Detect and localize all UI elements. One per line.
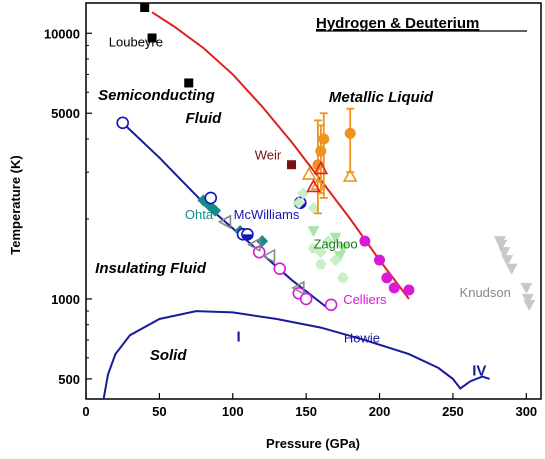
x-tick-label: 250 xyxy=(442,404,464,419)
data-point xyxy=(322,235,335,248)
data-point xyxy=(297,187,310,200)
data-point xyxy=(241,228,254,241)
data-point xyxy=(495,239,508,251)
data-point xyxy=(344,127,356,139)
annotation-label: Loubeyre xyxy=(109,35,163,50)
annotation-label: Knudson xyxy=(460,285,511,300)
data-point xyxy=(521,293,534,305)
data-point xyxy=(286,160,296,170)
data-point xyxy=(116,116,129,130)
data-point xyxy=(505,263,518,275)
x-tick-label: 150 xyxy=(295,404,317,419)
data-point xyxy=(315,259,327,270)
data-point xyxy=(388,282,400,294)
y-axis-title: Temperature (K) xyxy=(8,155,23,254)
data-point xyxy=(337,273,349,283)
y-tick-label: 1000 xyxy=(51,292,80,307)
annotation-label: McWilliams xyxy=(234,207,300,222)
data-point xyxy=(307,226,320,238)
curve-line xyxy=(102,310,490,400)
data-point xyxy=(329,232,342,244)
x-axis-title: Pressure (GPa) xyxy=(266,436,360,451)
x-tick-label: 100 xyxy=(222,404,244,419)
data-point xyxy=(498,247,511,259)
annotation-label: Weir xyxy=(255,147,282,162)
y-tick-label: 10000 xyxy=(44,26,80,41)
text-layer: Semiconducting Fluid Metallic Liquid Insula… xyxy=(95,35,511,380)
data-point xyxy=(261,248,276,264)
x-tick-label: 0 xyxy=(82,404,89,419)
series-layer xyxy=(116,3,536,312)
data-point xyxy=(204,191,218,205)
x-tick-label: 200 xyxy=(369,404,391,419)
annotation-label: Zaghoo xyxy=(313,236,357,251)
y-tick-label: 5000 xyxy=(51,106,80,121)
data-point xyxy=(403,284,415,296)
data-point xyxy=(342,168,358,182)
data-point xyxy=(299,292,313,306)
data-point xyxy=(273,262,287,275)
data-point xyxy=(291,280,305,296)
data-point xyxy=(336,243,349,255)
region-label: Metallic Liquid xyxy=(329,89,434,106)
data-point xyxy=(520,282,533,294)
data-point xyxy=(247,237,261,253)
data-point xyxy=(306,178,321,193)
x-tick-label: 300 xyxy=(515,404,537,419)
data-point xyxy=(329,254,342,267)
data-point xyxy=(209,204,222,217)
data-point xyxy=(381,272,393,284)
data-point xyxy=(374,254,386,266)
data-point xyxy=(140,3,150,13)
data-point xyxy=(217,214,232,230)
data-point xyxy=(359,235,371,247)
chart-title: Hydrogen & Deuterium xyxy=(316,15,479,32)
annotation-label: Ohta xyxy=(185,207,214,222)
data-point-fill xyxy=(241,234,253,240)
tick-layer: 0 50 100 150 200 250 300 500 1000 5000 10000 xyxy=(44,26,537,419)
x-tick-label: 50 xyxy=(152,404,166,419)
annotation-label: Celliers xyxy=(343,292,387,307)
region-label: Solid xyxy=(150,347,188,364)
data-point xyxy=(324,298,338,312)
phase-label: I xyxy=(237,329,241,346)
annotation-label: Howie xyxy=(344,331,380,346)
region-label: Fluid xyxy=(186,110,223,127)
data-point xyxy=(307,201,320,214)
data-point xyxy=(184,78,194,88)
data-point xyxy=(147,33,157,43)
region-label: Semiconducting xyxy=(98,87,215,104)
phase-label: IV xyxy=(472,362,486,379)
region-label: Insulating Fluid xyxy=(95,260,207,277)
data-point xyxy=(315,145,327,157)
data-point xyxy=(292,196,305,209)
data-point xyxy=(301,166,317,180)
data-point xyxy=(523,299,536,311)
data-point xyxy=(313,160,329,175)
data-point xyxy=(318,133,330,145)
data-point xyxy=(308,243,319,254)
y-tick-label: 500 xyxy=(58,372,80,387)
plot-frame xyxy=(85,2,542,400)
data-point xyxy=(501,255,514,267)
